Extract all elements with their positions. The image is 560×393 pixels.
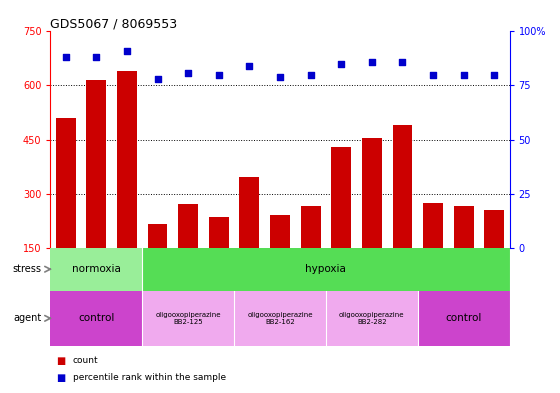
Text: normoxia: normoxia (72, 264, 121, 274)
Point (337, 61, 346, 67)
Bar (50, 291, 142, 346)
Bar (393, 125, 412, 248)
Bar (270, 215, 290, 248)
Point (490, 72, 499, 78)
Bar (148, 224, 167, 248)
Bar (56, 118, 76, 248)
Text: control: control (78, 313, 114, 323)
Point (367, 59, 376, 65)
Point (428, 72, 437, 78)
Point (153, 76, 162, 82)
Bar (418, 291, 510, 346)
Text: hypoxia: hypoxia (306, 264, 346, 274)
Text: ■: ■ (56, 373, 66, 383)
Bar (178, 204, 198, 248)
Text: control: control (446, 313, 482, 323)
Point (245, 63, 254, 69)
Point (184, 69, 193, 75)
Bar (454, 206, 474, 248)
Bar (86, 80, 106, 248)
Text: oligooxopiperazine
BB2-162: oligooxopiperazine BB2-162 (248, 312, 312, 325)
Point (214, 72, 223, 78)
Bar (209, 217, 228, 248)
Bar (326, 291, 418, 346)
Point (61, 54, 70, 61)
Text: oligooxopiperazine
BB2-125: oligooxopiperazine BB2-125 (156, 312, 221, 325)
Point (276, 74, 284, 80)
Point (459, 72, 468, 78)
Point (123, 48, 132, 54)
Bar (362, 138, 382, 248)
Bar (332, 147, 351, 248)
Text: ■: ■ (56, 356, 66, 365)
Text: GDS5067 / 8069553: GDS5067 / 8069553 (50, 17, 178, 30)
Bar (240, 177, 259, 248)
Bar (301, 206, 320, 248)
Bar (142, 248, 510, 291)
Text: count: count (73, 356, 99, 365)
Text: percentile rank within the sample: percentile rank within the sample (73, 373, 226, 382)
Bar (423, 202, 443, 248)
Text: agent: agent (13, 313, 41, 323)
Bar (117, 71, 137, 248)
Point (398, 59, 407, 65)
Bar (484, 210, 504, 248)
Point (92, 54, 101, 61)
Text: stress: stress (12, 264, 41, 274)
Text: oligooxopiperazine
BB2-282: oligooxopiperazine BB2-282 (339, 312, 404, 325)
Point (306, 72, 315, 78)
Bar (142, 291, 234, 346)
Bar (234, 291, 326, 346)
Bar (50, 248, 142, 291)
